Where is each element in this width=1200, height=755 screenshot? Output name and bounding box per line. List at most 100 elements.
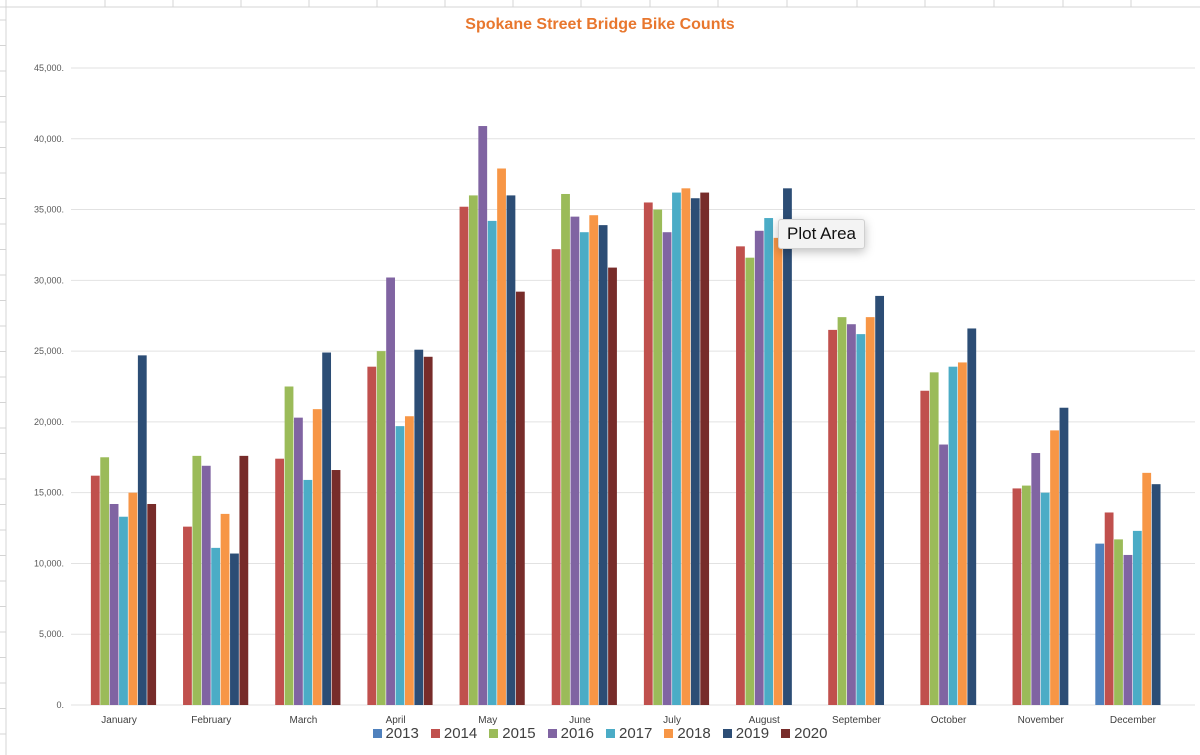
bar-2019-february xyxy=(230,553,239,705)
bar-2019-december xyxy=(1151,484,1161,705)
x-tick-label: November xyxy=(1018,715,1065,726)
legend-label: 2016 xyxy=(560,725,594,742)
bar-2015-march xyxy=(284,386,294,705)
bar-2017-december xyxy=(1132,530,1142,705)
legend-swatch xyxy=(489,729,499,738)
bar-2020-january xyxy=(147,503,157,705)
bar-2018-may xyxy=(497,168,506,705)
legend-item-2019: 2019 xyxy=(722,725,770,742)
legend-swatch xyxy=(430,729,440,738)
legend-label: 2019 xyxy=(735,725,770,742)
bar-2016-november xyxy=(1031,453,1041,705)
bar-2014-march xyxy=(275,458,285,705)
bar-2014-november xyxy=(1012,488,1022,705)
x-tick-label: December xyxy=(1110,715,1157,726)
bar-2014-august xyxy=(736,246,745,706)
bar-2017-february xyxy=(211,547,221,705)
legend-label: 2018 xyxy=(677,725,711,742)
legend-label: 2015 xyxy=(502,725,536,742)
bar-2018-january xyxy=(128,492,138,705)
bar-2016-april xyxy=(386,277,395,705)
bar-2020-june xyxy=(608,267,617,705)
y-tick-label: 35,000. xyxy=(34,205,64,215)
legend-label: 2014 xyxy=(443,725,478,742)
bar-2014-july xyxy=(643,202,653,705)
bar-2014-september xyxy=(828,329,838,705)
bar-2018-september xyxy=(865,317,875,705)
bar-2015-october xyxy=(929,372,939,705)
bar-2020-july xyxy=(700,192,710,705)
bar-2015-june xyxy=(561,193,570,706)
y-tick-label: 15,000. xyxy=(34,488,64,498)
bar-2017-july xyxy=(672,192,681,705)
bar-2015-september xyxy=(837,317,847,705)
bar-2017-october xyxy=(948,366,958,705)
bar-2015-may xyxy=(468,195,478,705)
legend-swatch xyxy=(664,729,674,738)
bar-2014-february xyxy=(183,526,192,705)
y-tick-label: 10,000. xyxy=(34,558,64,568)
x-tick-label: April xyxy=(386,715,406,726)
bar-2014-december xyxy=(1104,512,1114,705)
bar-2019-april xyxy=(414,349,424,705)
bar-2017-august xyxy=(764,218,774,705)
y-tick-label: 45,000. xyxy=(34,63,64,73)
bar-2018-august xyxy=(773,237,783,705)
bar-2017-september xyxy=(856,334,866,705)
legend-swatch xyxy=(547,729,557,738)
y-tick-label: 25,000. xyxy=(34,346,64,356)
x-tick-label: July xyxy=(663,715,681,726)
legend-item-2017: 2017 xyxy=(606,725,652,742)
bar-2019-november xyxy=(1059,407,1069,705)
x-tick-label: February xyxy=(191,715,231,726)
bar-2018-october xyxy=(957,362,967,705)
bar-2020-april xyxy=(423,356,433,705)
bar-2016-february xyxy=(201,465,211,705)
bar-2016-may xyxy=(478,126,488,705)
x-tick-label: May xyxy=(478,715,497,726)
bar-2019-march xyxy=(322,352,332,705)
bar-2020-may xyxy=(515,291,525,705)
x-tick-label: June xyxy=(569,715,591,726)
legend-swatch xyxy=(781,729,791,738)
bar-2019-august xyxy=(783,188,792,706)
bar-2018-february xyxy=(220,513,230,705)
bar-2020-february xyxy=(239,455,249,705)
legend-item-2014: 2014 xyxy=(430,725,478,742)
bar-2014-may xyxy=(459,206,469,706)
y-tick-label: 20,000. xyxy=(34,417,64,427)
bar-2016-october xyxy=(939,444,948,705)
bar-2018-december xyxy=(1142,472,1152,705)
legend-item-2013: 2013 xyxy=(372,725,419,742)
legend-label: 2020 xyxy=(794,725,828,742)
legend-item-2018: 2018 xyxy=(664,725,711,742)
bar-2014-june xyxy=(551,249,561,706)
x-tick-label: September xyxy=(832,715,882,726)
bar-2019-october xyxy=(967,328,977,705)
bar-2019-january xyxy=(137,355,147,705)
bar-2016-july xyxy=(662,232,672,705)
x-tick-label: October xyxy=(931,715,967,726)
bar-2019-may xyxy=(506,195,516,705)
plot-area-tooltip: Plot Area xyxy=(778,219,865,249)
bar-2014-january xyxy=(90,475,100,705)
bar-2017-january xyxy=(119,516,128,705)
bar-2017-june xyxy=(579,232,589,705)
legend-label: 2013 xyxy=(385,725,419,742)
bar-2018-march xyxy=(312,409,322,705)
bar-2015-february xyxy=(192,455,202,705)
bar-2018-june xyxy=(589,215,599,705)
y-tick-label: 0. xyxy=(56,700,64,710)
x-tick-label: August xyxy=(749,715,780,726)
legend-swatch xyxy=(606,729,615,738)
y-tick-label: 30,000. xyxy=(34,275,64,285)
bar-2019-july xyxy=(690,198,700,705)
bar-2019-september xyxy=(875,295,885,705)
x-tick-label: January xyxy=(101,715,137,726)
bar-2016-september xyxy=(847,324,856,705)
bar-2018-november xyxy=(1050,430,1059,705)
bar-2017-november xyxy=(1040,492,1050,705)
bar-2015-november xyxy=(1021,485,1031,705)
